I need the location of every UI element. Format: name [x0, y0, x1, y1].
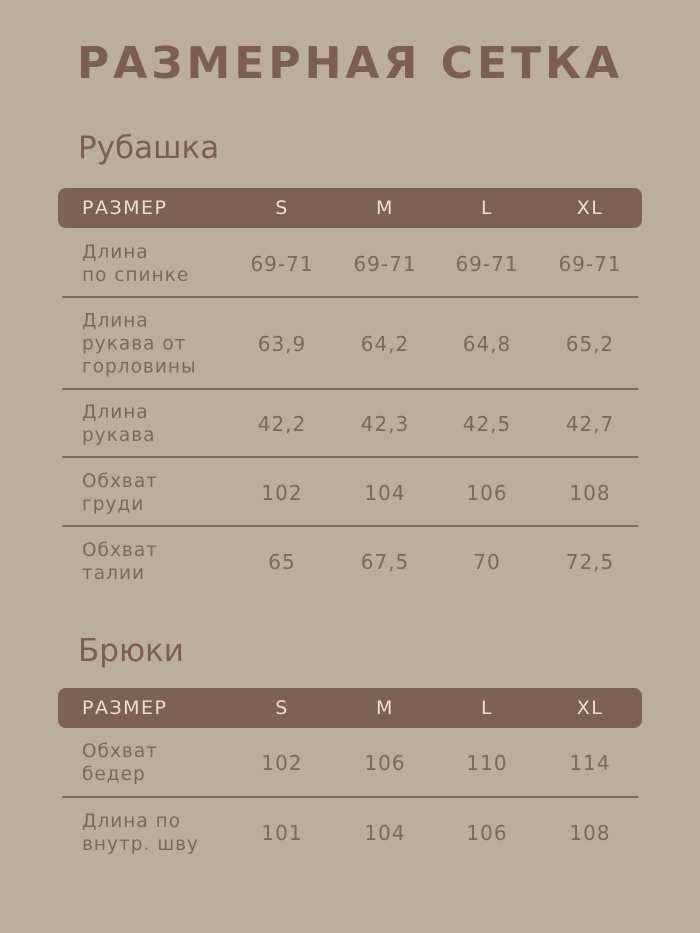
cell-value: 42,7: [565, 412, 615, 436]
cell-value: 64,8: [462, 332, 512, 356]
header-size: M: [376, 197, 394, 219]
table-header: РАЗМЕР S M L XL: [58, 188, 642, 228]
cell-value: 69-71: [558, 252, 622, 276]
header-size: XL: [576, 697, 604, 719]
table-row: Длина рукава 42,2 42,3 42,5 42,7: [58, 390, 642, 458]
cell-value: 106: [364, 751, 406, 775]
table-header: РАЗМЕР S M L XL: [58, 688, 642, 728]
cell-value: 69-71: [250, 252, 314, 276]
table-row: Длина рукава от горловины 63,9 64,2 64,8 65,…: [58, 298, 642, 390]
header-size: M: [376, 697, 394, 719]
cell-value: 106: [466, 480, 508, 505]
section-title: Брюки: [78, 633, 184, 669]
header-size: L: [480, 197, 494, 219]
page-title: РАЗМЕРНАЯ СЕТКА: [76, 38, 624, 89]
cell-value: 69-71: [353, 252, 417, 276]
cell-value: 42,3: [360, 412, 410, 436]
cell-value: 110: [466, 751, 508, 775]
section-title: Рубашка: [78, 130, 220, 166]
cell-value: 65,2: [565, 332, 615, 356]
row-label: Длина рукава от горловины: [82, 310, 197, 378]
row-label: Длина по внутр. шву: [82, 811, 200, 855]
cell-value: 42,5: [462, 412, 512, 436]
row-label: Обхват бедер: [82, 741, 158, 785]
table-row: Обхват груди 102 104 106 108: [58, 458, 642, 527]
header-label: РАЗМЕР: [82, 697, 168, 719]
row-divider: [62, 796, 638, 798]
row-label: Обхват талии: [82, 540, 158, 584]
row-divider: [62, 296, 638, 298]
cell-value: 106: [466, 821, 508, 845]
row-divider: [62, 456, 638, 458]
cell-value: 108: [569, 480, 611, 505]
cell-value: 114: [569, 751, 611, 775]
table-row: Длина по спинке 69-71 69-71 69-71 69-71: [58, 230, 642, 298]
cell-value: 108: [569, 821, 611, 845]
row-divider: [62, 525, 638, 527]
table-row: Длина по внутр. шву 101 104 106 108: [58, 798, 642, 868]
cell-value: 70: [473, 550, 501, 574]
cell-value: 69-71: [455, 252, 519, 276]
cell-value: 72,5: [565, 550, 615, 574]
header-size: L: [480, 697, 494, 719]
cell-value: 42,2: [257, 412, 307, 436]
header-size: S: [275, 697, 289, 719]
cell-value: 64,2: [360, 332, 410, 356]
table-row: Обхват талии 65 67,5 70 72,5: [58, 527, 642, 597]
table-row: Обхват бедер 102 106 110 114: [58, 728, 642, 798]
header-size: S: [275, 197, 289, 219]
cell-value: 63,9: [257, 332, 307, 356]
cell-value: 67,5: [360, 550, 410, 574]
cell-value: 101: [261, 821, 303, 845]
cell-value: 104: [364, 821, 406, 845]
row-label: Длина по спинке: [82, 242, 190, 286]
header-size: XL: [576, 197, 604, 219]
header-label: РАЗМЕР: [82, 197, 168, 219]
cell-value: 104: [364, 480, 406, 505]
cell-value: 102: [261, 480, 303, 505]
cell-value: 102: [261, 751, 303, 775]
row-label: Длина рукава: [82, 402, 156, 446]
cell-value: 65: [268, 550, 296, 574]
row-label: Обхват груди: [82, 470, 158, 515]
row-divider: [62, 388, 638, 390]
